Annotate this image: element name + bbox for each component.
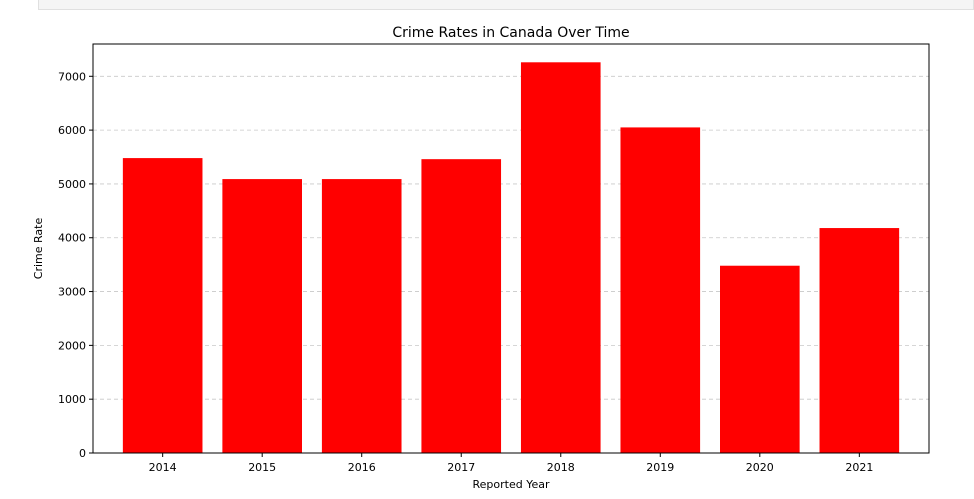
y-tick-label: 1000	[58, 393, 86, 406]
bar-2018	[520, 62, 601, 454]
bar-2016	[321, 179, 402, 453]
x-axis-label: Reported Year	[473, 478, 550, 491]
x-tick-label: 2014	[149, 461, 177, 474]
x-tick-label: 2019	[646, 461, 674, 474]
y-tick-label: 6000	[58, 124, 86, 137]
x-tick-label: 2021	[845, 461, 873, 474]
x-tick-label: 2016	[348, 461, 376, 474]
y-tick-label: 2000	[58, 339, 86, 352]
y-tick-label: 4000	[58, 232, 86, 245]
bar-2020	[720, 265, 800, 453]
gridlines	[93, 75, 929, 400]
x-axis-ticks: 2014 2015 2016 2017 2018 2019 2020 2021	[149, 453, 873, 474]
y-tick-label: 5000	[58, 178, 86, 191]
bars	[122, 62, 900, 454]
x-tick-label: 2020	[746, 461, 774, 474]
y-tick-label: 0	[79, 447, 86, 460]
y-axis-label: Crime Rate	[32, 218, 45, 280]
y-tick-label: 3000	[58, 286, 86, 299]
bar-2019	[620, 127, 701, 453]
y-axis-ticks: 0 1000 2000 3000 4000 5000 6000 7000	[58, 70, 93, 460]
plot-frame	[92, 43, 930, 454]
bar-2014	[122, 158, 203, 453]
x-tick-label: 2015	[248, 461, 276, 474]
y-tick-label: 7000	[58, 70, 86, 83]
x-tick-label: 2017	[447, 461, 475, 474]
chart-title: Crime Rates in Canada Over Time	[392, 25, 629, 41]
bar-2015	[222, 179, 302, 453]
bar-2021	[819, 228, 900, 453]
x-tick-label: 2018	[547, 461, 575, 474]
bar-2017	[421, 159, 502, 454]
